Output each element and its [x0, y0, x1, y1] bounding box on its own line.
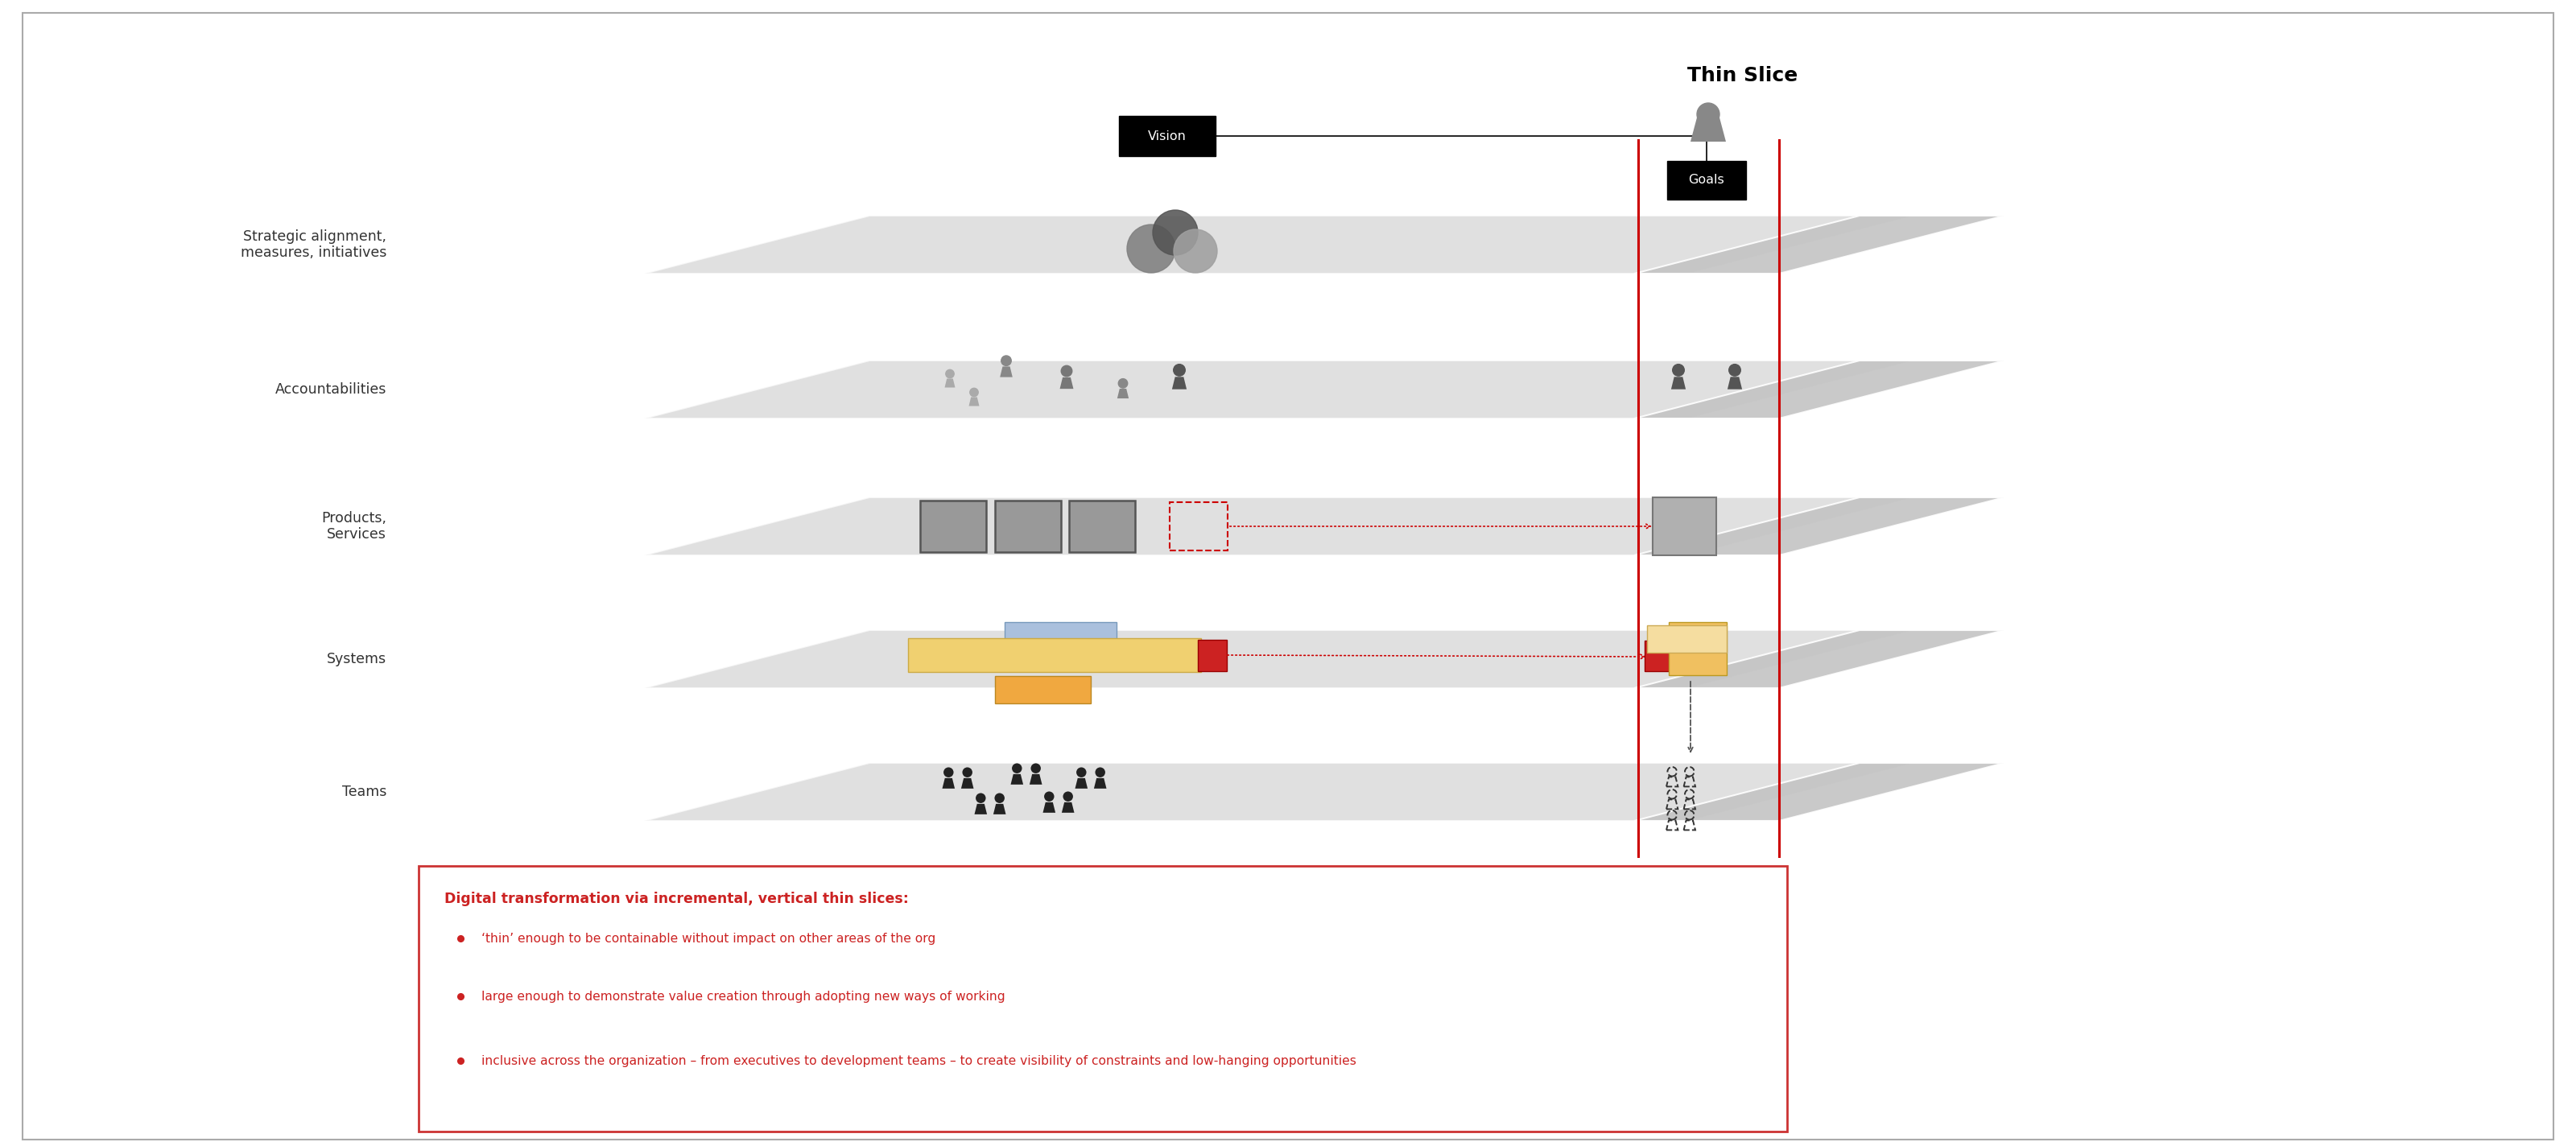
Polygon shape: [961, 778, 974, 788]
Polygon shape: [1633, 630, 2004, 688]
Circle shape: [1061, 366, 1072, 377]
Circle shape: [945, 370, 953, 378]
Circle shape: [1698, 103, 1721, 126]
Circle shape: [1030, 763, 1041, 774]
FancyBboxPatch shape: [1643, 641, 1672, 672]
Polygon shape: [1633, 763, 2004, 821]
Circle shape: [1077, 768, 1087, 777]
FancyBboxPatch shape: [1667, 160, 1747, 199]
Polygon shape: [1728, 377, 1741, 390]
Circle shape: [1118, 378, 1128, 388]
Polygon shape: [1043, 802, 1056, 813]
Polygon shape: [644, 361, 1917, 418]
Text: Products,
Services: Products, Services: [322, 511, 386, 542]
FancyBboxPatch shape: [920, 501, 987, 552]
FancyBboxPatch shape: [1069, 501, 1136, 552]
Polygon shape: [1118, 388, 1128, 399]
Text: Vision: Vision: [1149, 129, 1188, 142]
Text: Thin Slice: Thin Slice: [1687, 66, 1798, 85]
Circle shape: [1728, 364, 1741, 376]
Circle shape: [1175, 364, 1185, 376]
FancyBboxPatch shape: [1669, 622, 1726, 675]
Circle shape: [1672, 364, 1685, 376]
Polygon shape: [974, 803, 987, 815]
Polygon shape: [1633, 497, 2004, 556]
FancyBboxPatch shape: [417, 866, 1788, 1131]
Polygon shape: [1061, 802, 1074, 813]
Text: Digital transformation via incremental, vertical thin slices:: Digital transformation via incremental, …: [446, 892, 909, 906]
FancyBboxPatch shape: [1198, 639, 1226, 672]
FancyBboxPatch shape: [1005, 622, 1115, 653]
Circle shape: [1175, 229, 1218, 273]
Circle shape: [1002, 355, 1012, 366]
Circle shape: [963, 768, 971, 777]
Polygon shape: [969, 398, 979, 406]
Polygon shape: [1010, 774, 1023, 785]
Polygon shape: [644, 630, 1917, 688]
FancyBboxPatch shape: [23, 13, 2553, 1139]
Polygon shape: [1059, 377, 1074, 388]
Text: inclusive across the organization – from executives to development teams – to cr: inclusive across the organization – from…: [482, 1054, 1358, 1067]
Polygon shape: [1633, 361, 2004, 418]
Circle shape: [1095, 768, 1105, 777]
Polygon shape: [1074, 778, 1087, 788]
Text: Goals: Goals: [1690, 174, 1723, 187]
Circle shape: [969, 388, 979, 397]
Polygon shape: [1690, 118, 1726, 142]
Polygon shape: [644, 763, 1917, 821]
Text: large enough to demonstrate value creation through adopting new ways of working: large enough to demonstrate value creati…: [482, 990, 1005, 1003]
Polygon shape: [1633, 215, 2004, 274]
Polygon shape: [945, 378, 956, 387]
FancyBboxPatch shape: [1118, 116, 1216, 156]
Polygon shape: [943, 778, 956, 788]
Polygon shape: [999, 367, 1012, 377]
FancyBboxPatch shape: [1646, 626, 1726, 653]
Circle shape: [976, 793, 987, 803]
Polygon shape: [1030, 774, 1043, 785]
Circle shape: [1064, 792, 1074, 801]
Text: ‘thin’ enough to be containable without impact on other areas of the org: ‘thin’ enough to be containable without …: [482, 933, 935, 944]
Polygon shape: [1672, 377, 1685, 390]
Polygon shape: [644, 215, 1917, 274]
FancyBboxPatch shape: [994, 676, 1090, 704]
Polygon shape: [644, 497, 1917, 556]
Circle shape: [1154, 210, 1198, 256]
Text: Teams: Teams: [343, 785, 386, 799]
Text: Accountabilities: Accountabilities: [276, 383, 386, 397]
Circle shape: [1043, 792, 1054, 801]
FancyBboxPatch shape: [994, 501, 1061, 552]
Polygon shape: [1172, 377, 1188, 390]
Polygon shape: [994, 803, 1005, 815]
Circle shape: [994, 793, 1005, 803]
Circle shape: [943, 768, 953, 777]
Circle shape: [1128, 225, 1175, 273]
FancyBboxPatch shape: [1654, 497, 1716, 556]
Text: Strategic alignment,
measures, initiatives: Strategic alignment, measures, initiativ…: [240, 229, 386, 260]
Polygon shape: [1095, 778, 1108, 788]
Text: Systems: Systems: [327, 652, 386, 666]
Circle shape: [1012, 763, 1023, 774]
FancyBboxPatch shape: [907, 638, 1200, 672]
